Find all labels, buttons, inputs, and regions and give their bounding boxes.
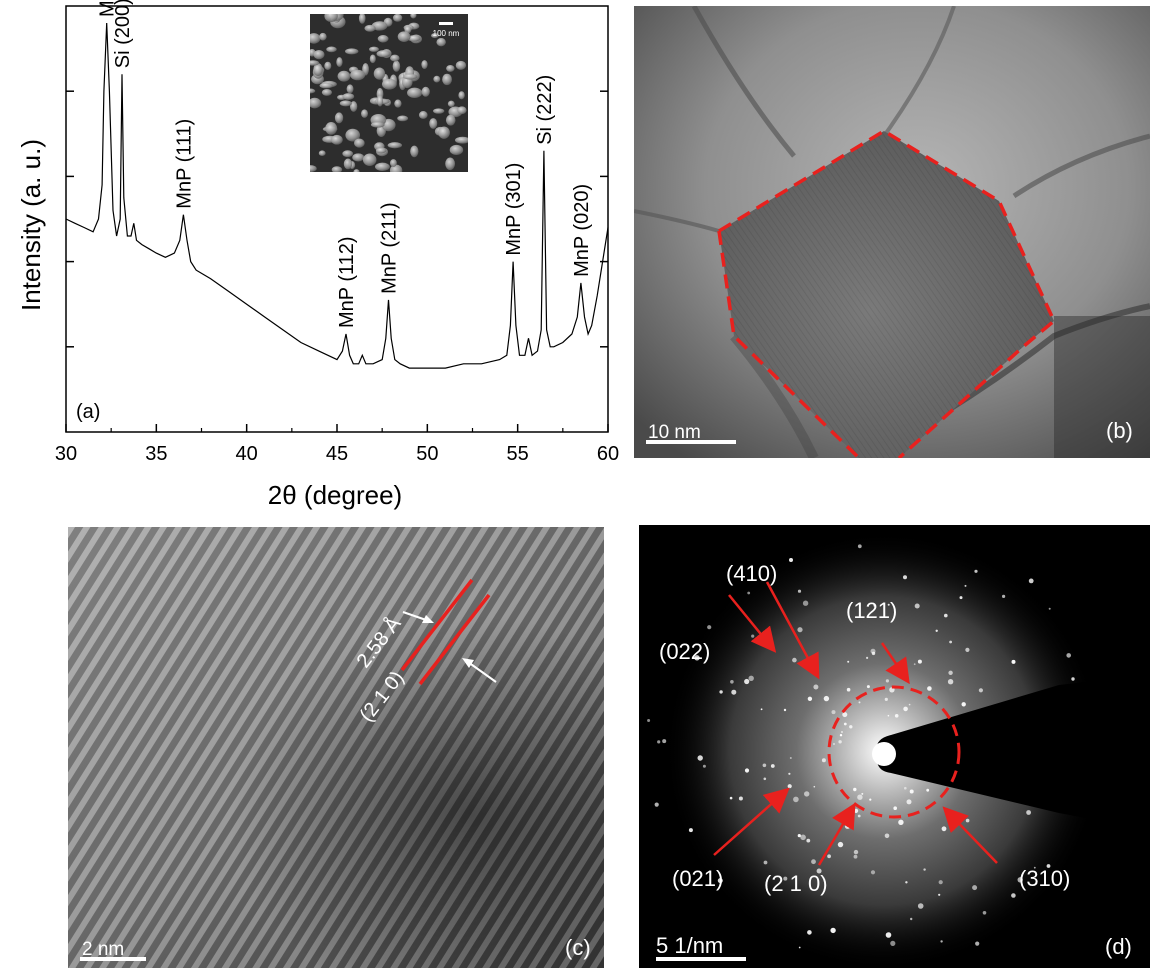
panel-a-letter: (a) xyxy=(76,401,100,423)
inset-scale-label: 100 nm xyxy=(433,29,460,38)
panel-c-hrtem: 2.58 Å (2 1 0) 2 nm (c) xyxy=(68,527,604,968)
x-tick-label: 30 xyxy=(55,443,77,465)
spot-label-210: (2 1 0) xyxy=(764,871,828,896)
scale-label-b: 10 nm xyxy=(648,422,701,443)
panel-a-xrd: 30 35 40 45 50 55 60 MnP (011)Si (200) MnP (111… xyxy=(0,0,630,520)
x-axis-label: 2θ (degree) xyxy=(268,480,402,510)
peak-label: Si (200) xyxy=(112,0,134,68)
fringe-marker-1 xyxy=(400,578,474,672)
x-tick-label: 50 xyxy=(416,443,438,465)
peak-label: MnP (020) xyxy=(571,184,593,277)
y-axis-label: Intensity (a. u.) xyxy=(16,139,46,311)
spot-label-021: (021) xyxy=(672,866,723,891)
x-tick-label: 45 xyxy=(326,443,348,465)
panel-d-saed: (410) (121) (022) (021) (2 1 0) (310) 5 … xyxy=(639,525,1150,971)
sem-inset: 100 nm xyxy=(310,14,468,172)
grain-outline xyxy=(718,128,1057,460)
peak-label: MnP (111) xyxy=(173,119,195,209)
spot-label-022: (022) xyxy=(659,639,710,664)
xrd-pattern-line xyxy=(65,22,609,369)
inset-scale-bar xyxy=(439,22,453,25)
x-tick-label: 40 xyxy=(236,443,258,465)
scale-bar-c xyxy=(80,957,146,961)
x-tick-label: 35 xyxy=(145,443,167,465)
tem-image-b: 10 nm (b) xyxy=(633,4,1150,461)
fringe-marker-2 xyxy=(418,593,491,686)
peak-label: MnP (112) xyxy=(336,236,358,328)
xrd-chart: 30 35 40 45 50 55 60 MnP (011)Si (200) MnP (111… xyxy=(16,0,619,510)
spot-label-121: (121) xyxy=(846,598,897,623)
peak-label: Si (222) xyxy=(534,75,556,145)
x-tick-label: 60 xyxy=(597,443,619,465)
scale-label-d: 5 1/nm xyxy=(656,933,723,958)
scale-bar-d xyxy=(656,957,746,961)
spot-label-310: (310) xyxy=(1019,866,1070,891)
x-tick-label: 55 xyxy=(507,443,529,465)
panel-c-letter: (c) xyxy=(565,935,591,960)
beam-stopper xyxy=(876,675,1150,830)
peak-label: MnP (301) xyxy=(503,163,525,256)
spot-label-410: (410) xyxy=(726,561,777,586)
saed-ring xyxy=(827,685,961,819)
hrtem-image-c: 2.58 Å (2 1 0) 2 nm (c) xyxy=(68,527,604,968)
panel-b-letter: (b) xyxy=(1106,418,1133,443)
saed-image-d: (410) (121) (022) (021) (2 1 0) (310) 5 … xyxy=(639,525,1150,971)
panel-d-letter: (d) xyxy=(1105,934,1132,959)
peak-label: MnP (211) xyxy=(379,202,401,294)
peak-label: MnP (011) xyxy=(97,0,119,17)
scale-bar-b xyxy=(646,440,736,444)
scale-label-c: 2 nm xyxy=(82,939,124,960)
panel-b-tem: 10 nm (b) xyxy=(633,4,1150,461)
